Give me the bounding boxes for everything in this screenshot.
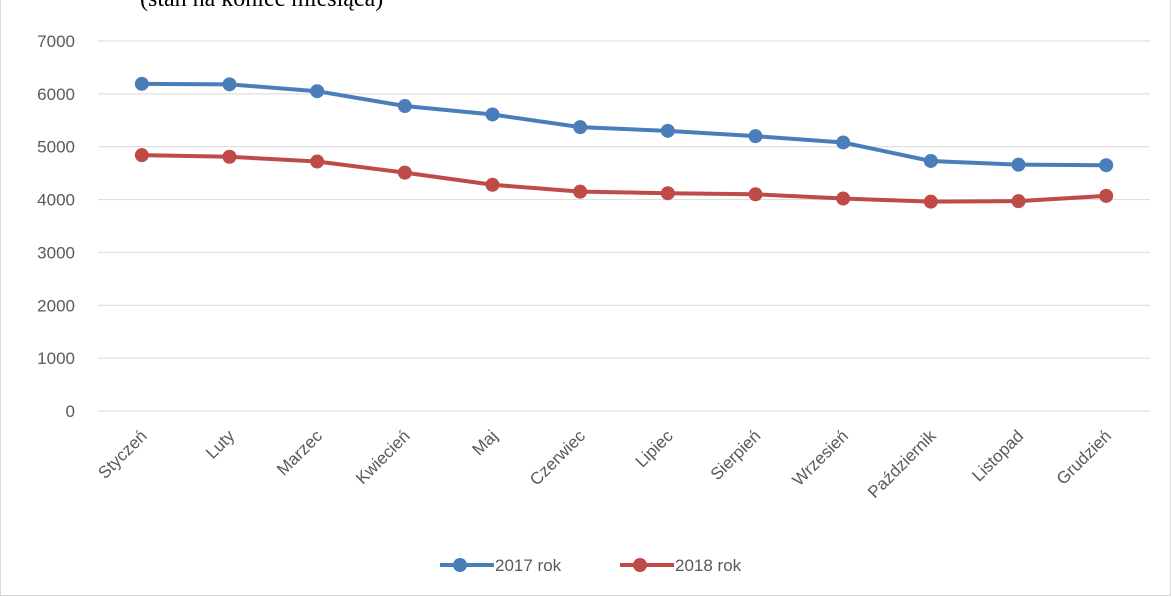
y-tick-label: 7000 (37, 32, 75, 51)
y-tick-label: 6000 (37, 85, 75, 104)
x-axis-ticks: Styczeń Luty Marzec Kwiecień Maj Czerwiec Lipi… (94, 426, 1115, 502)
data-point (310, 84, 325, 99)
y-tick-label: 3000 (37, 243, 75, 262)
data-point (660, 186, 675, 201)
data-point (748, 187, 763, 202)
x-tick-label: Grudzień (1053, 426, 1115, 488)
data-point (1099, 188, 1114, 203)
y-tick-label: 2000 (37, 296, 75, 315)
legend-label: 2018 rok (675, 556, 742, 575)
data-point (1011, 194, 1026, 209)
legend: 2017 rok 2018 rok (440, 556, 742, 575)
data-point (660, 123, 675, 138)
x-tick-label: Maj (469, 426, 502, 459)
data-point (748, 129, 763, 144)
series-lines (139, 81, 1109, 204)
data-point (573, 120, 588, 135)
data-point (836, 191, 851, 206)
data-point (310, 154, 325, 169)
x-tick-label: Lipiec (632, 426, 677, 471)
y-tick-label: 0 (66, 402, 75, 421)
data-point (397, 165, 412, 180)
data-point (836, 135, 851, 150)
data-point (1099, 158, 1114, 173)
y-axis-ticks: 0 1000 2000 3000 4000 5000 6000 7000 (37, 32, 75, 421)
x-tick-label: Sierpień (707, 426, 765, 484)
legend-label: 2017 rok (495, 556, 562, 575)
x-tick-label: Wrzesień (789, 426, 852, 489)
legend-marker-1 (633, 558, 647, 572)
y-tick-label: 5000 (37, 138, 75, 157)
legend-marker-0 (453, 558, 467, 572)
data-point (485, 177, 500, 192)
x-tick-label: Czerwiec (526, 426, 589, 489)
series-line-0 (139, 81, 1109, 168)
y-tick-label: 4000 (37, 191, 75, 210)
data-point (485, 107, 500, 122)
x-tick-label: Luty (202, 426, 239, 463)
series-line-1 (139, 153, 1109, 204)
x-tick-label: Październik (864, 426, 940, 502)
data-point (573, 184, 588, 199)
chart-subtitle: (stan na koniec miesiąca) (140, 0, 383, 13)
data-point (1011, 157, 1026, 172)
series-points (134, 76, 1114, 209)
y-tick-label: 1000 (37, 349, 75, 368)
data-point (222, 149, 237, 164)
data-point (222, 77, 237, 92)
data-point (134, 76, 149, 91)
gridlines (98, 40, 1150, 412)
x-tick-label: Styczeń (94, 426, 150, 482)
x-tick-label: Listopad (968, 426, 1027, 485)
x-tick-label: Marzec (273, 426, 326, 479)
data-point (923, 194, 938, 209)
data-point (134, 148, 149, 163)
x-tick-label: Kwiecień (352, 426, 414, 488)
data-point (923, 153, 938, 168)
data-point (397, 99, 412, 114)
